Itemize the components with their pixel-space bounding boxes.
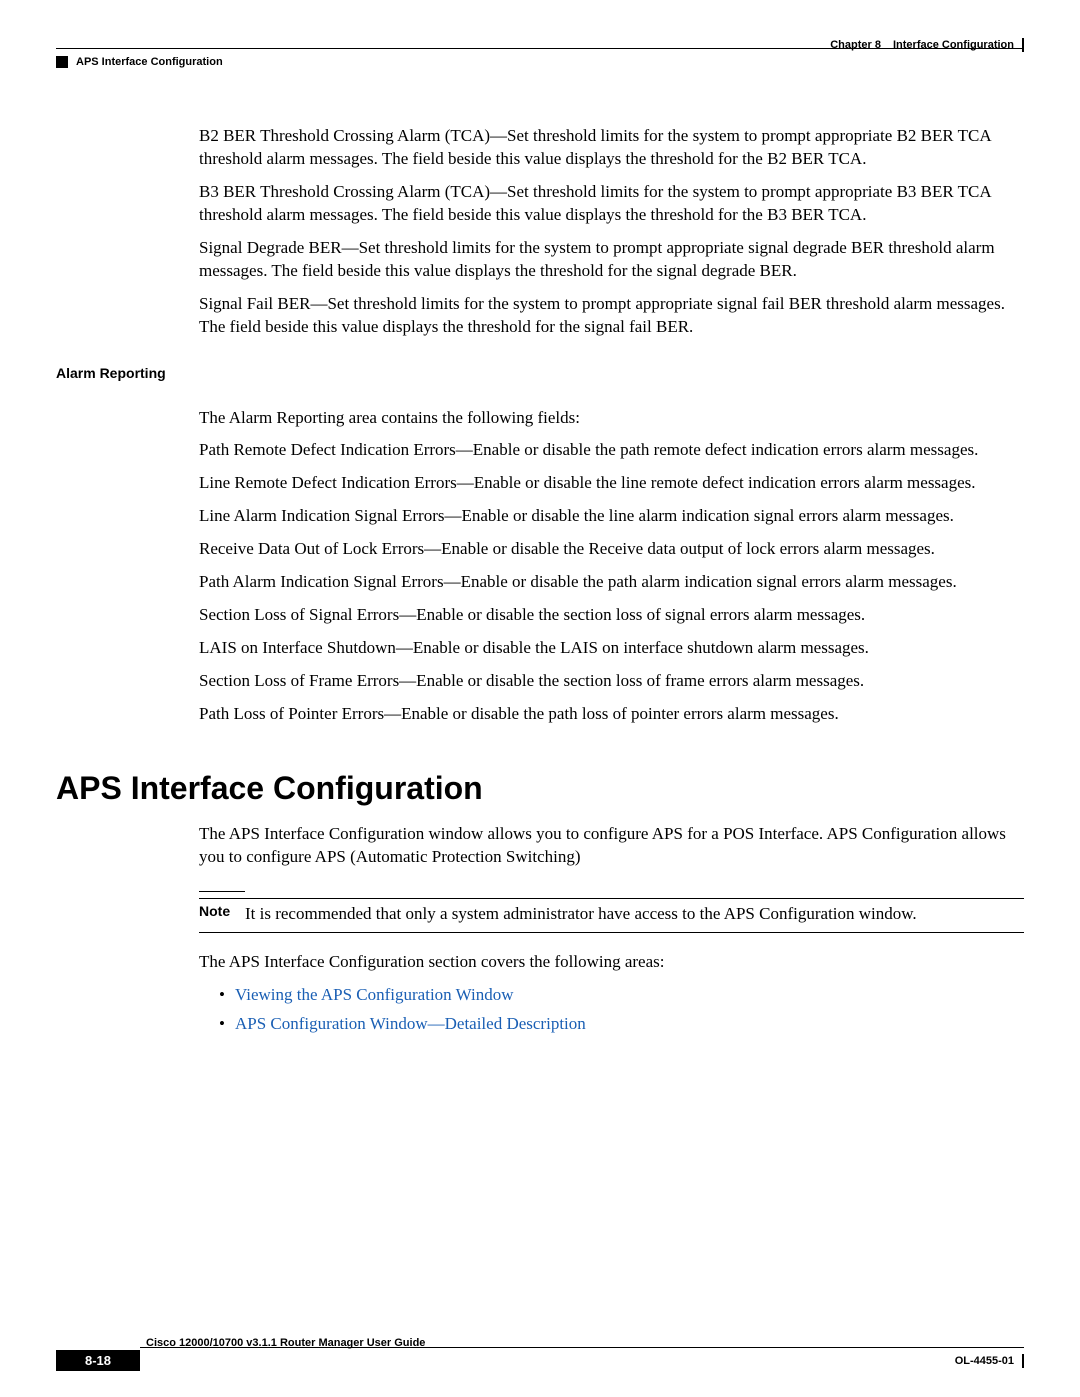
- list-item: • Viewing the APS Configuration Window: [219, 984, 1024, 1007]
- body-para: B2 BER Threshold Crossing Alarm (TCA)—Se…: [199, 125, 1024, 171]
- section-intro: The APS Interface Configuration window a…: [199, 823, 1024, 869]
- footer-divider: [1022, 1354, 1024, 1368]
- body-para: Signal Fail BER—Set threshold limits for…: [199, 293, 1024, 339]
- header-right: Chapter 8 Interface Configuration: [830, 38, 1024, 52]
- body-para: Path Alarm Indication Signal Errors—Enab…: [199, 571, 1024, 594]
- footer-right: OL-4455-01: [955, 1354, 1024, 1368]
- section-outro: The APS Interface Configuration section …: [199, 951, 1024, 974]
- footer-page-number: 8-18: [56, 1350, 140, 1371]
- body-para: Section Loss of Frame Errors—Enable or d…: [199, 670, 1024, 693]
- body-para: B3 BER Threshold Crossing Alarm (TCA)—Se…: [199, 181, 1024, 227]
- aps-section-title: APS Interface Configuration: [56, 770, 1024, 807]
- body-para: Line Remote Defect Indication Errors—Ena…: [199, 472, 1024, 495]
- header-left: APS Interface Configuration: [56, 56, 223, 68]
- bullet-list: • Viewing the APS Configuration Window •…: [219, 984, 1024, 1036]
- header-marker: [56, 56, 68, 68]
- bullet-dot: •: [219, 1013, 235, 1036]
- note-block: Note It is recommended that only a syste…: [199, 891, 1024, 933]
- body-para: Section Loss of Signal Errors—Enable or …: [199, 604, 1024, 627]
- note-label: Note: [199, 903, 245, 926]
- footer-guide-title: Cisco 12000/10700 v3.1.1 Router Manager …: [140, 1337, 425, 1349]
- link-aps-detailed[interactable]: APS Configuration Window—Detailed Descri…: [235, 1013, 586, 1036]
- body-para: Line Alarm Indication Signal Errors—Enab…: [199, 505, 1024, 528]
- note-text: It is recommended that only a system adm…: [245, 903, 1024, 926]
- header-section: APS Interface Configuration: [76, 56, 223, 68]
- footer: Cisco 12000/10700 v3.1.1 Router Manager …: [56, 1347, 1024, 1371]
- chapter-title: Interface Configuration: [893, 39, 1014, 51]
- body-para: The Alarm Reporting area contains the fo…: [199, 407, 1024, 430]
- body-para: Path Remote Defect Indication Errors—Ena…: [199, 439, 1024, 462]
- chapter-label: Chapter 8: [830, 39, 881, 51]
- list-item: • APS Configuration Window—Detailed Desc…: [219, 1013, 1024, 1036]
- header-divider: [1022, 38, 1024, 52]
- bullet-dot: •: [219, 984, 235, 1007]
- body-para: LAIS on Interface Shutdown—Enable or dis…: [199, 637, 1024, 660]
- note-top-rule: [199, 891, 245, 892]
- link-view-aps[interactable]: Viewing the APS Configuration Window: [235, 984, 513, 1007]
- body-para: Signal Degrade BER—Set threshold limits …: [199, 237, 1024, 283]
- footer-doc-id: OL-4455-01: [955, 1355, 1014, 1367]
- body-para: Receive Data Out of Lock Errors—Enable o…: [199, 538, 1024, 561]
- body-para: Path Loss of Pointer Errors—Enable or di…: [199, 703, 1024, 726]
- alarm-reporting-heading: Alarm Reporting: [56, 365, 1024, 381]
- content-area: B2 BER Threshold Crossing Alarm (TCA)—Se…: [56, 125, 1024, 1042]
